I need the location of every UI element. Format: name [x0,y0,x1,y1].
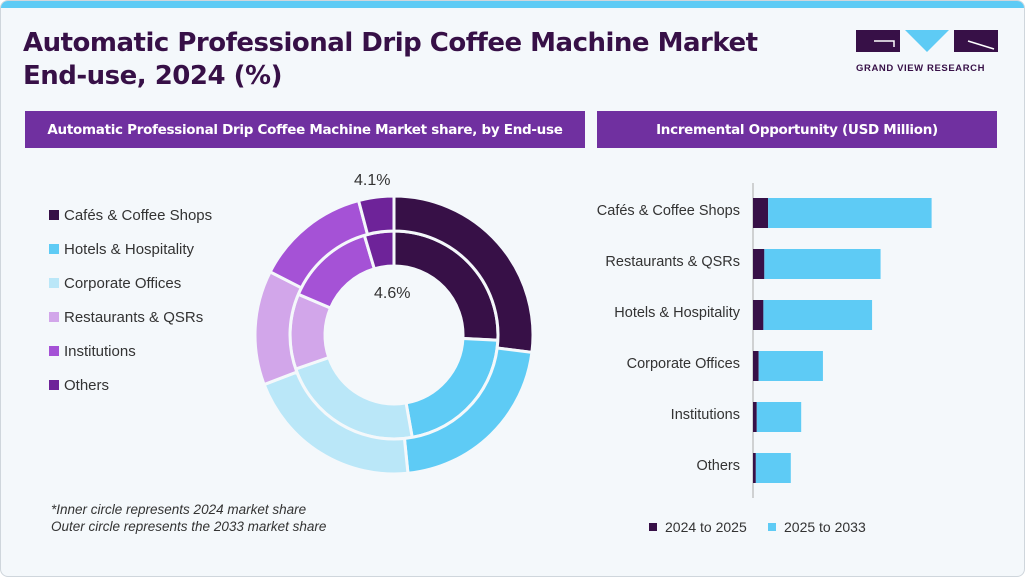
legend-item: Others [49,359,212,411]
inner-others-label: 4.6% [374,285,411,302]
bar-legend-item-1: 2025 to 2033 [768,519,866,535]
note-line-1: *Inner circle represents 2024 market sha… [51,502,307,517]
legend-swatch [49,312,59,322]
right-section-header: Incremental Opportunity (USD Million) [597,111,997,148]
legend-label: Cafés & Coffee Shops [64,206,213,224]
legend-swatch [49,380,59,390]
bar-0-hotels-hospitality [753,300,764,330]
legend-swatch [49,210,59,220]
bar-0-caf-s-coffee-shops [753,198,769,228]
note-line-2: Outer circle represents the 2033 market … [51,519,327,534]
bar-0-corporate-offices [753,351,759,381]
bar-1-restaurants-qsrs [764,249,881,279]
left-section-header: Automatic Professional Drip Coffee Machi… [25,111,585,148]
legend-swatch [49,278,59,288]
bar-category-label: Corporate Offices [626,356,740,372]
bar-1-corporate-offices [758,351,823,381]
bar-1-caf-s-coffee-shops [768,198,932,228]
logo-mark-icon [856,30,998,52]
legend-item: Cafés & Coffee Shops [49,189,212,241]
legend-label: 2024 to 2025 [665,519,747,535]
logo-text: GRAND VIEW RESEARCH [856,63,986,74]
donut-legend: Cafés & Coffee Shops Hotels & Hospitality… [49,189,212,411]
legend-swatch [49,346,59,356]
outer-slice-others [356,194,396,237]
outer-others-label: 4.1% [354,172,391,189]
legend-swatch [768,523,776,531]
bar-category-label: Cafés & Coffee Shops [596,203,740,219]
bar-category-label: Hotels & Hospitality [614,305,740,321]
bar-legend-item-0: 2024 to 2025 [649,519,747,535]
legend-label: 2025 to 2033 [784,519,866,535]
legend-item: Institutions [49,325,212,377]
chart-note: *Inner circle represents 2024 market sha… [51,501,326,535]
bar-category-label: Institutions [670,407,740,423]
title-line-2: End-use, 2024 (%) [23,61,282,91]
legend-swatch [649,523,657,531]
bar-1-others [755,453,791,483]
bar-1-institutions [756,402,802,432]
title-line-1: Automatic Professional Drip Coffee Machi… [23,28,758,58]
page-title: Automatic Professional Drip Coffee Machi… [23,27,758,93]
legend-label: Restaurants & QSRs [64,308,204,326]
legend-item: Corporate Offices [49,257,212,309]
legend-label: Institutions [64,342,136,360]
bar-0-restaurants-qsrs [753,249,765,279]
bar-category-label: Others [696,458,740,474]
legend-item: Restaurants & QSRs [49,291,212,343]
grand-view-research-logo: GRAND VIEW RESEARCH [856,30,998,74]
legend-item: Hotels & Hospitality [49,223,212,275]
legend-swatch [49,244,59,254]
top-accent-strip [1,1,1024,8]
bar-1-hotels-hospitality [763,300,873,330]
bar-0-institutions [753,402,757,432]
legend-label: Hotels & Hospitality [64,240,195,258]
bar-category-label: Restaurants & QSRs [605,254,740,270]
bar-0-others [753,453,756,483]
legend-label: Corporate Offices [64,274,182,292]
legend-label: Others [64,376,110,394]
